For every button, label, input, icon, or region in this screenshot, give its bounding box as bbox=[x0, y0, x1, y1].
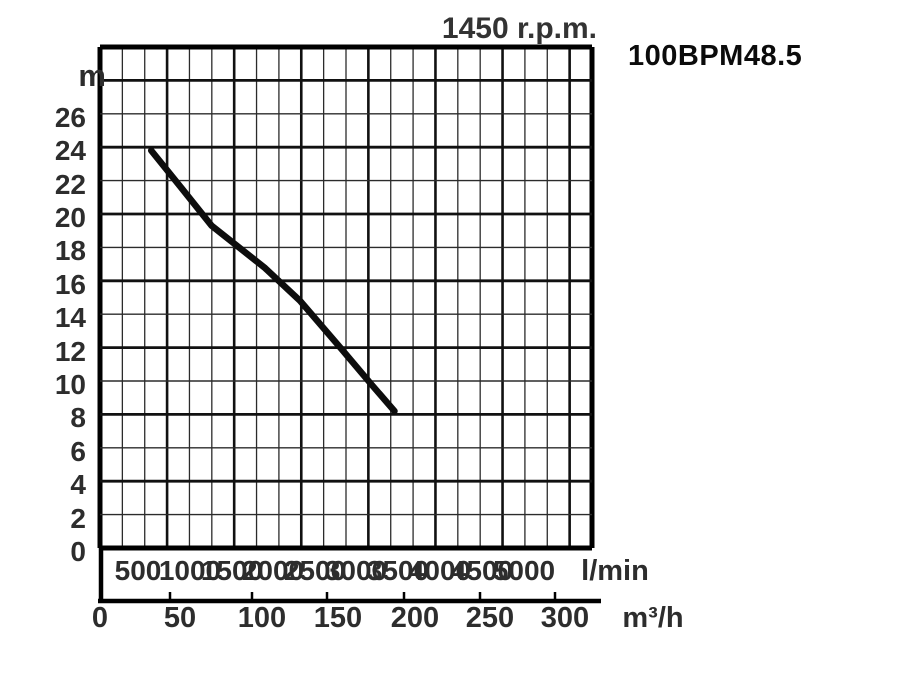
x-axis-lmin-label-1000: 1000 bbox=[158, 555, 222, 586]
x-axis-lmin-label-4500: 4500 bbox=[450, 555, 514, 586]
y-axis-label-20: 20 bbox=[54, 202, 86, 233]
y-axis-label-6: 6 bbox=[70, 436, 86, 467]
y-axis-unit-m: m bbox=[78, 58, 106, 93]
x-axis-lmin-label-3500: 3500 bbox=[366, 555, 430, 586]
x-axis-unit-lmin: l/min bbox=[581, 555, 649, 587]
chart-title-speed: 1450 r.p.m. bbox=[441, 12, 597, 45]
y-axis-label-12: 12 bbox=[54, 336, 86, 367]
x-axis-lmin-label-5000: 5000 bbox=[492, 555, 556, 586]
x-axis-lmin-label-1500: 1500 bbox=[200, 555, 264, 586]
x-axis-lmin-label-500: 500 bbox=[114, 555, 162, 586]
x-axis-lmin-label-2500: 2500 bbox=[283, 555, 347, 586]
x-axis-m3h-label-200: 200 bbox=[390, 602, 440, 634]
x-axis-m3h-label-100: 100 bbox=[237, 602, 287, 634]
y-axis-label-8: 8 bbox=[70, 402, 86, 433]
y-axis-label-10: 10 bbox=[54, 369, 86, 400]
x-axis-unit-m3h: m³/h bbox=[622, 602, 684, 634]
y-axis-label-22: 22 bbox=[54, 169, 86, 200]
x-axis-lmin-label-2000: 2000 bbox=[241, 555, 305, 586]
y-axis-label-2: 2 bbox=[70, 503, 86, 534]
x-axis-m3h-label-0: 0 bbox=[91, 602, 109, 634]
x-axis-m3h-label-300: 300 bbox=[540, 602, 590, 634]
x-axis-m3h-label-250: 250 bbox=[465, 602, 515, 634]
y-axis-label-18: 18 bbox=[54, 235, 86, 266]
head-flow-curve bbox=[147, 147, 398, 415]
y-axis-label-26: 26 bbox=[54, 102, 86, 133]
y-axis-label-14: 14 bbox=[54, 302, 86, 333]
x-axis-m3h-label-50: 50 bbox=[163, 602, 197, 634]
y-axis-label-0: 0 bbox=[70, 536, 86, 567]
y-axis-label-24: 24 bbox=[54, 135, 86, 166]
y-axis-label-16: 16 bbox=[54, 269, 86, 300]
y-axis-label-4: 4 bbox=[70, 469, 86, 500]
x-axis-lmin-label-3000: 3000 bbox=[324, 555, 388, 586]
chart-title-model: 100BPM48.5 bbox=[628, 40, 803, 72]
x-axis-m3h-label-150: 150 bbox=[313, 602, 363, 634]
x-axis-lmin-label-4000: 4000 bbox=[408, 555, 472, 586]
